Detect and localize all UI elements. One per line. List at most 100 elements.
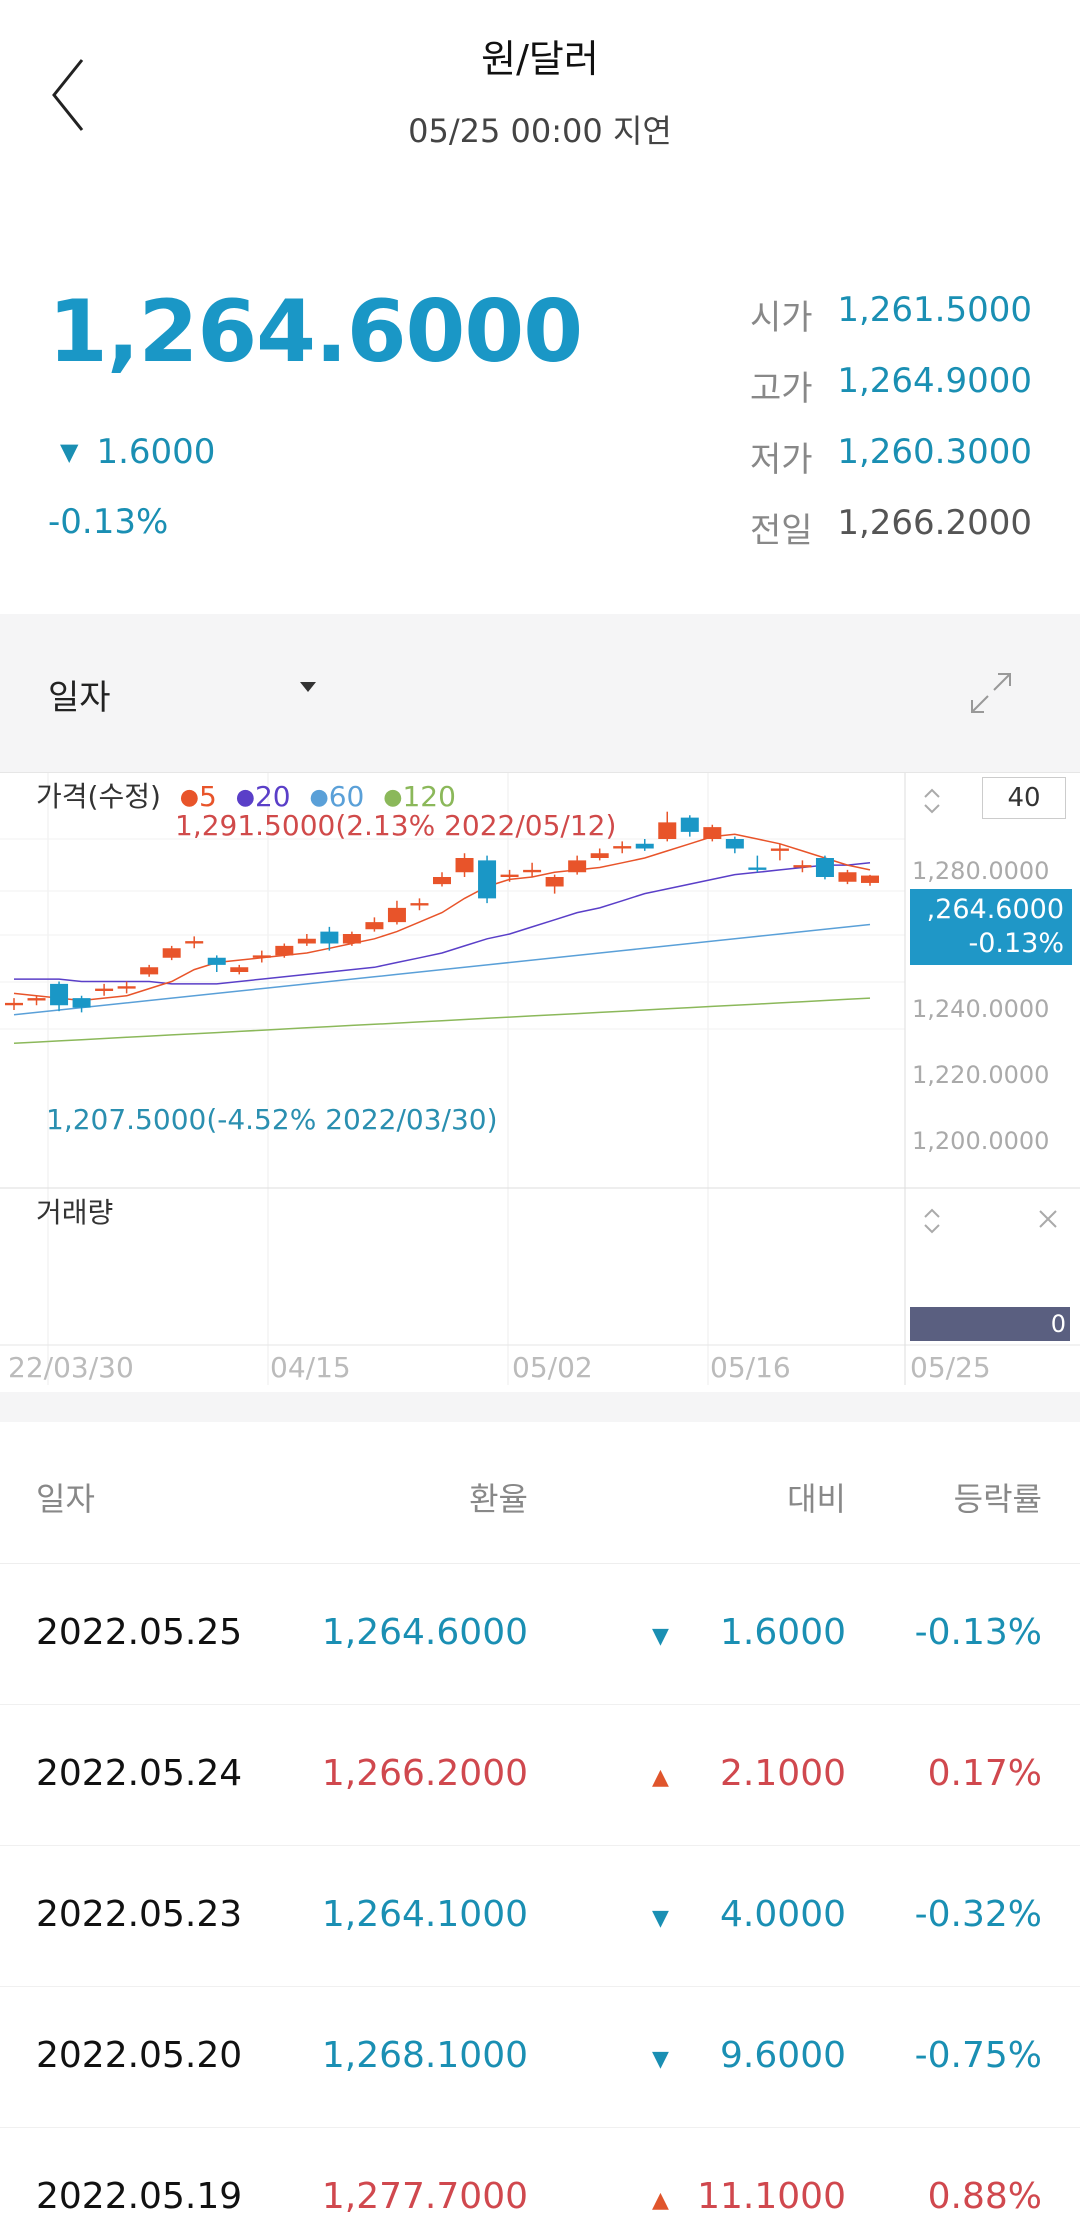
row-date: 2022.05.24 [36, 1753, 243, 1794]
y-tick-label: 1,200.0000 [912, 1127, 1050, 1155]
chevron-up-icon [924, 1208, 940, 1218]
candle-body [207, 957, 226, 965]
row-rate: 1,277.7000 [321, 2176, 528, 2217]
y-tick-label: 1,280.0000 [912, 857, 1050, 885]
table-row[interactable]: 2022.05.23 1,264.1000 ▼ 4.0000 -0.32% [0, 1846, 1080, 1987]
candle-body [861, 875, 879, 883]
history-table: 일자 환율 대비 등락률 2022.05.25 1,264.6000 ▼ 1.6000… [0, 1422, 1080, 2234]
candle-body [478, 860, 497, 899]
legend-ma120: 120 [402, 780, 456, 813]
row-diff: 2.1000 [720, 1753, 846, 1794]
legend-ma20: 20 [254, 780, 291, 813]
row-diff: 11.1000 [697, 2176, 846, 2217]
table-row[interactable]: 2022.05.25 1,264.6000 ▼ 1.6000 -0.13% [0, 1564, 1080, 1705]
ohlc-value: 1,264.9000 [837, 361, 1032, 401]
row-date: 2022.05.23 [36, 1894, 243, 1935]
legend-ma5: 5 [199, 780, 217, 813]
ohlc-label: 시가 [750, 298, 813, 338]
period-select[interactable]: 일자 [48, 678, 111, 718]
x-tick-label: 05/02 [512, 1351, 593, 1384]
chevron-left-icon [52, 59, 84, 131]
candle-body [365, 922, 384, 930]
legend-dot-icon: ● [309, 785, 329, 810]
ohlc-low: 저가 1,260.3000 [740, 432, 1040, 503]
column-header-rate: 환율 [469, 1480, 528, 1518]
candle-body [72, 998, 91, 1008]
x-tick-label: 22/03/30 [8, 1351, 134, 1384]
volume-label: 거래량 [36, 1196, 114, 1229]
chevron-up-icon [924, 788, 940, 798]
row-date: 2022.05.20 [36, 2035, 243, 2076]
candle-body [680, 817, 699, 832]
candle-body [838, 872, 857, 882]
down-triangle-icon: ▼ [652, 1624, 669, 1649]
ohlc-label: 전일 [750, 511, 813, 551]
candle-body [523, 869, 542, 873]
ma120-line [13, 997, 871, 1045]
ohlc-value: 1,266.2000 [837, 503, 1032, 543]
ohlc-label: 고가 [750, 369, 813, 409]
candle-body [545, 877, 564, 887]
candle-body [568, 860, 587, 873]
ohlc-prev-close: 전일 1,266.2000 [740, 503, 1040, 574]
ohlc-label: 저가 [750, 440, 813, 480]
row-rate: 1,266.2000 [321, 1753, 528, 1794]
candle-body [635, 843, 654, 849]
volume-marker: 0 [910, 1307, 1070, 1341]
current-price: 1,264.6000 [48, 282, 583, 382]
expand-button[interactable] [966, 668, 1016, 718]
candle-body [27, 998, 46, 1001]
row-pct: -0.75% [914, 2035, 1042, 2076]
ohlc-value: 1,261.5000 [837, 290, 1032, 330]
price-chart[interactable]: 가격(수정) ●5 ●20 ●60 ●120 1,291.5000(2.13% … [0, 772, 1080, 1392]
price-change: ▼ 1.6000 [60, 432, 215, 472]
candle-body [590, 853, 609, 858]
row-date: 2022.05.19 [36, 2176, 243, 2217]
candle-body [162, 948, 181, 958]
page-subtitle: 05/25 00:00 지연 [408, 112, 672, 150]
y-tick-label: 1,240.0000 [912, 995, 1050, 1023]
legend-dot-icon: ● [383, 785, 403, 810]
row-pct: -0.13% [914, 1612, 1042, 1653]
close-icon [1039, 1210, 1057, 1228]
table-row[interactable]: 2022.05.20 1,268.1000 ▼ 9.6000 -0.75% [0, 1987, 1080, 2128]
row-rate: 1,264.6000 [321, 1612, 528, 1653]
candle-body [95, 988, 114, 991]
candle-body [297, 938, 316, 944]
chevron-down-icon [924, 1224, 940, 1234]
chart-legend: 가격(수정) ●5 ●20 ●60 ●120 [36, 775, 456, 815]
candle-body [185, 941, 204, 944]
candle-body [455, 858, 474, 873]
table-row[interactable]: 2022.05.24 1,266.2000 ▲ 2.1000 0.17% [0, 1705, 1080, 1846]
caret-down-icon[interactable] [300, 682, 316, 692]
expand-icon [971, 673, 1011, 713]
candle-body [320, 931, 339, 944]
ohlc-high: 고가 1,264.9000 [740, 361, 1040, 432]
chart-canvas[interactable] [0, 773, 1080, 1393]
up-triangle-icon: ▲ [652, 1765, 669, 1790]
candle-body [117, 986, 136, 989]
legend-dot-icon: ● [235, 785, 255, 810]
ohlc-panel: 시가 1,261.5000 고가 1,264.9000 저가 1,260.300… [740, 290, 1040, 574]
back-button[interactable] [40, 50, 100, 140]
candle-body [613, 846, 632, 849]
candle-body [793, 865, 812, 868]
row-pct: 0.17% [927, 1753, 1042, 1794]
table-row[interactable]: 2022.05.19 1,277.7000 ▲ 11.1000 0.88% [0, 2128, 1080, 2234]
row-diff: 9.6000 [720, 2035, 846, 2076]
ma60-line [13, 923, 871, 1016]
ma20-line [14, 862, 871, 985]
candle-body [748, 867, 767, 870]
row-diff: 1.6000 [720, 1612, 846, 1653]
ohlc-value: 1,260.3000 [837, 432, 1032, 472]
candle-body [252, 955, 271, 958]
row-date: 2022.05.25 [36, 1612, 243, 1653]
x-tick-label: 05/25 [910, 1351, 991, 1384]
price-change-value: 1.6000 [96, 432, 216, 472]
row-pct: -0.32% [914, 1894, 1042, 1935]
down-triangle-icon: ▼ [652, 1906, 669, 1931]
chart-controls: 일자 [0, 614, 1080, 772]
period-count-input[interactable]: 40 [982, 777, 1066, 819]
page-title: 원/달러 [481, 37, 599, 81]
candle-body [5, 1002, 23, 1006]
